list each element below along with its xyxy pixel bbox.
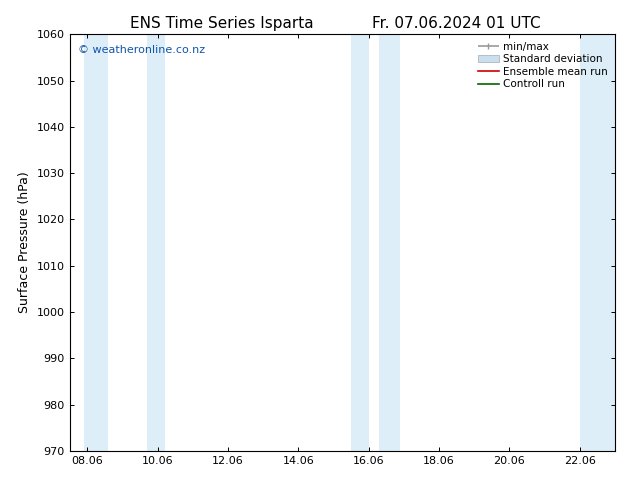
Bar <box>147 34 165 451</box>
Bar <box>379 34 401 451</box>
Bar <box>351 34 369 451</box>
Bar <box>580 34 619 451</box>
Y-axis label: Surface Pressure (hPa): Surface Pressure (hPa) <box>18 172 31 314</box>
Bar <box>84 34 108 451</box>
Text: ENS Time Series Isparta: ENS Time Series Isparta <box>130 16 314 31</box>
Legend: min/max, Standard deviation, Ensemble mean run, Controll run: min/max, Standard deviation, Ensemble me… <box>476 40 610 92</box>
Text: © weatheronline.co.nz: © weatheronline.co.nz <box>78 45 205 55</box>
Text: Fr. 07.06.2024 01 UTC: Fr. 07.06.2024 01 UTC <box>372 16 541 31</box>
